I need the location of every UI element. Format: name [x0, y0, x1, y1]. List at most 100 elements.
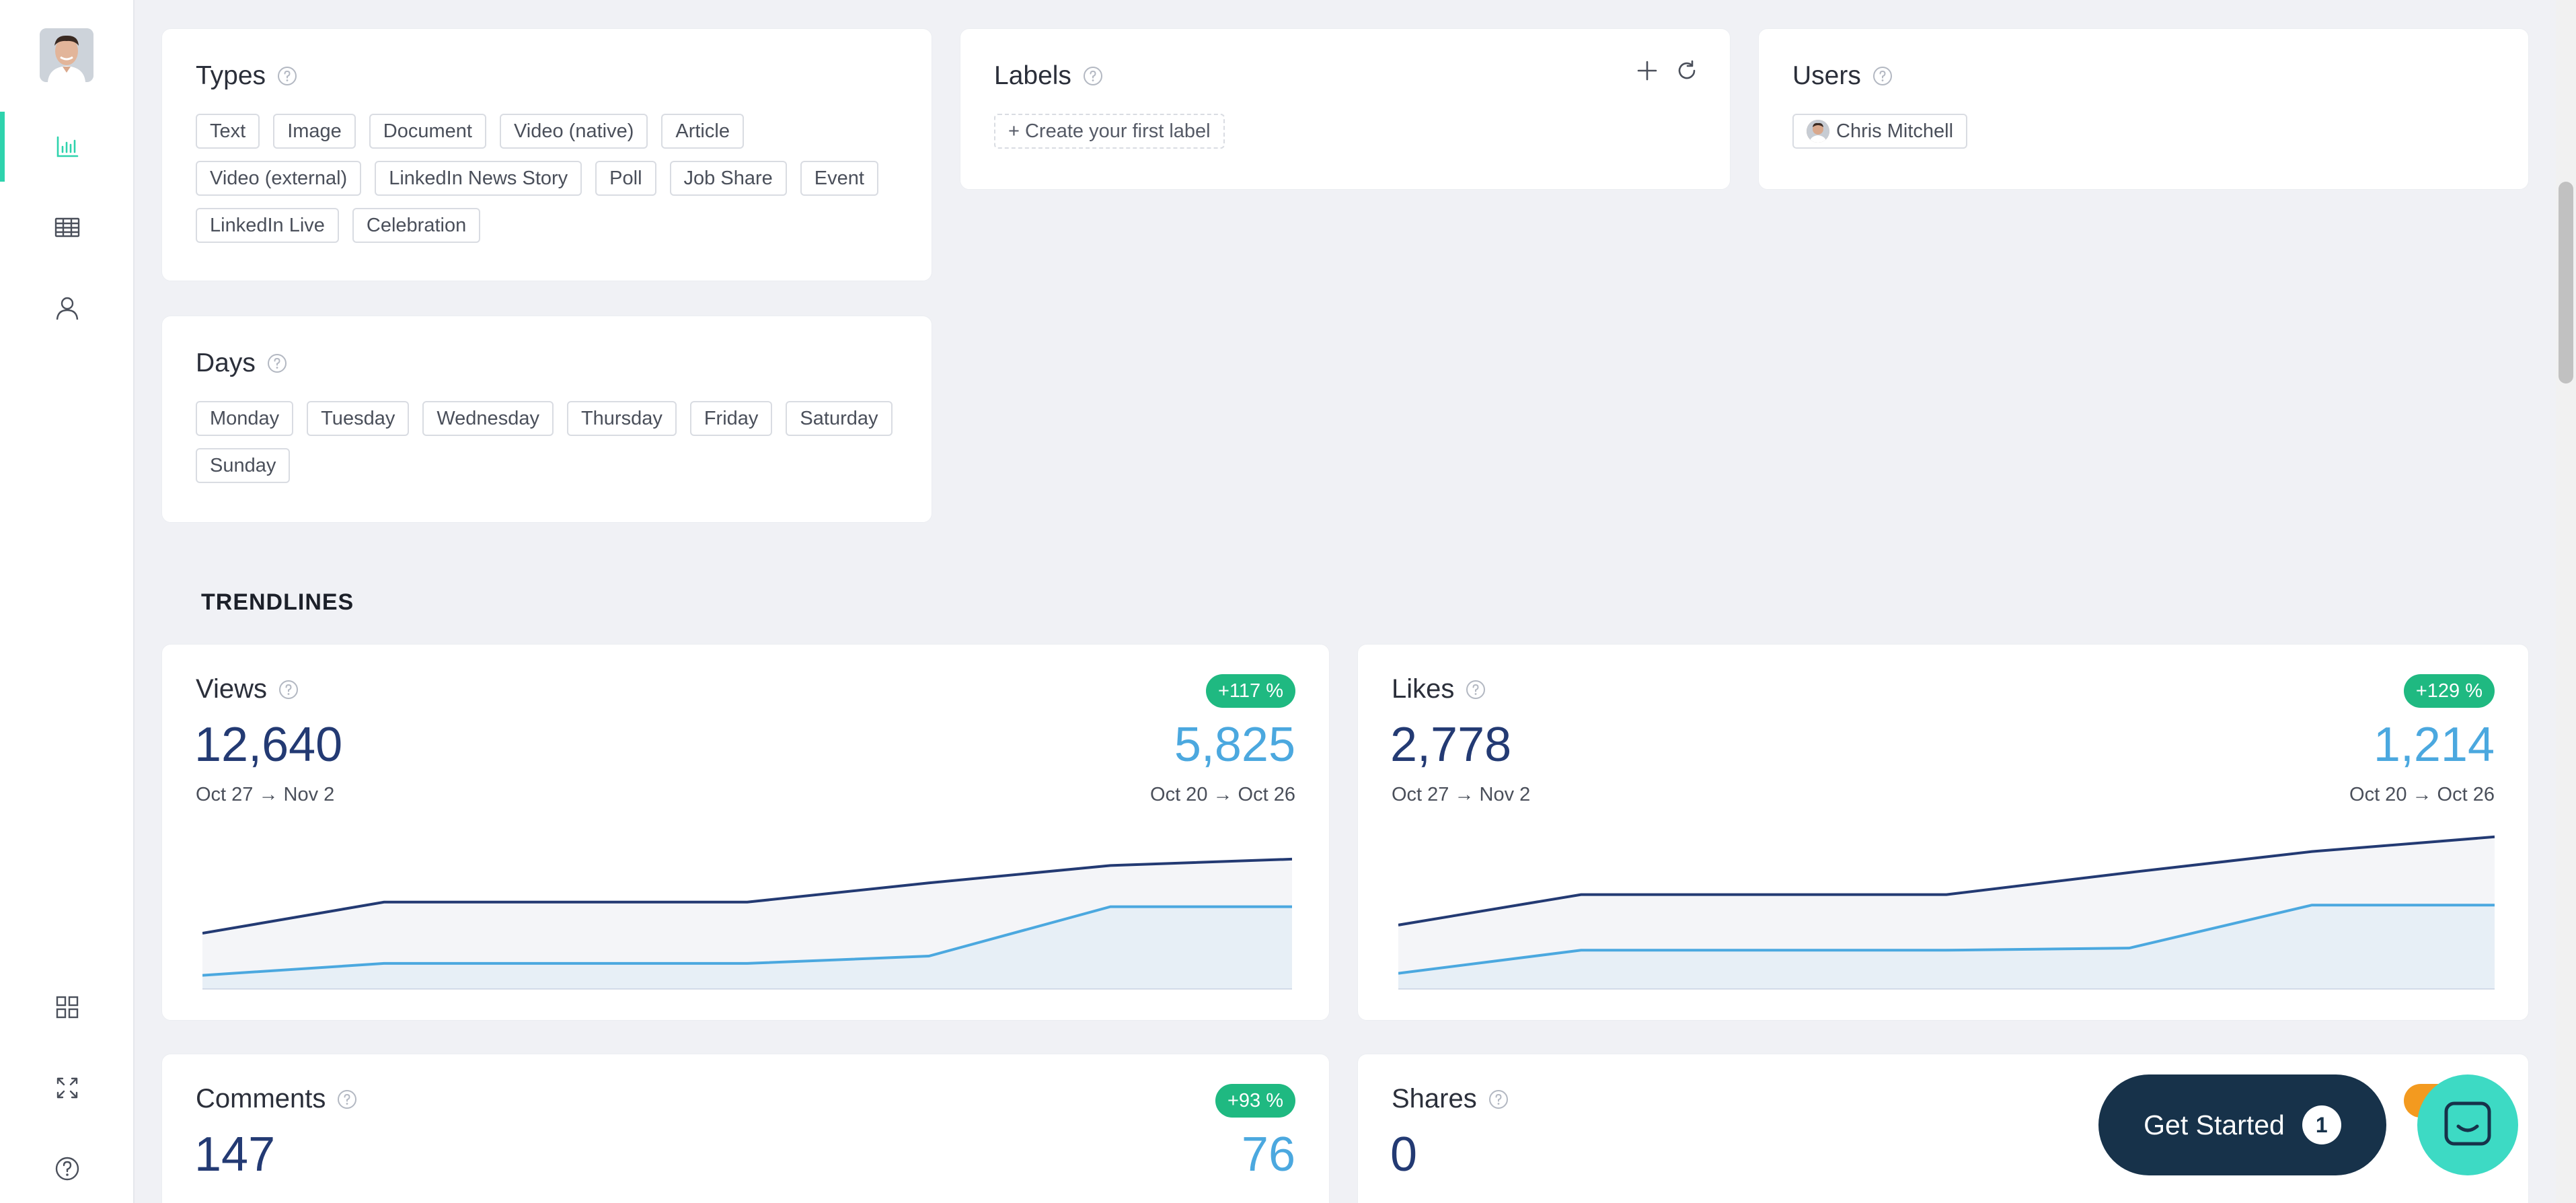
current-period-line — [202, 857, 1292, 935]
shares-current-value: 0 — [1390, 1128, 1418, 1181]
comments-title: Comments — [196, 1084, 358, 1114]
help-icon[interactable] — [1488, 1089, 1509, 1110]
labels-title-text: Labels — [994, 61, 1071, 90]
views-title: Views — [196, 674, 299, 704]
type-filter-tag[interactable]: LinkedIn News Story — [375, 161, 582, 196]
comments-change-badge: +93 % — [1215, 1084, 1295, 1118]
get-started-button[interactable]: Get Started 1 — [2098, 1074, 2386, 1175]
day-filter-tag[interactable]: Wednesday — [422, 401, 554, 436]
types-title-text: Types — [196, 61, 266, 90]
types-filter-card: Types Text Image Document Video (native) Art… — [161, 28, 932, 281]
scrollbar-thumb[interactable] — [2559, 182, 2573, 384]
user-icon — [56, 297, 79, 320]
views-trend-card: Views +117 % 12,640 5,825 Oct 27 → Nov 2… — [161, 644, 1330, 1021]
days-title-text: Days — [196, 349, 256, 377]
day-filter-tag[interactable]: Thursday — [566, 401, 677, 436]
previous-period-area — [202, 906, 1292, 989]
chat-launcher[interactable] — [2417, 1074, 2518, 1175]
comments-current-value: 147 — [194, 1128, 276, 1181]
comments-previous-value: 76 — [1241, 1128, 1295, 1181]
users-title-text: Users — [1792, 61, 1861, 90]
type-filter-tag[interactable]: Job Share — [669, 161, 787, 196]
user-tag[interactable]: Chris Mitchell — [1792, 114, 1968, 149]
likes-previous-value: 1,214 — [2373, 718, 2495, 772]
chat-icon — [2444, 1101, 2491, 1146]
type-filter-tag[interactable]: Text — [196, 114, 260, 149]
user-tag-label: Chris Mitchell — [1836, 120, 1954, 142]
views-change-badge: +117 % — [1205, 674, 1295, 708]
likes-trend-chart — [1398, 835, 2495, 990]
views-previous-range: Oct 20 → Oct 26 — [1150, 784, 1295, 805]
type-filter-tag[interactable]: Event — [800, 161, 878, 196]
type-filter-tag[interactable]: Video (external) — [196, 161, 362, 196]
labels-title: Labels — [994, 61, 1104, 91]
help-icon[interactable] — [276, 65, 298, 87]
comments-title-text: Comments — [196, 1084, 326, 1114]
views-previous-value: 5,825 — [1174, 718, 1295, 772]
types-title: Types — [196, 61, 298, 91]
sidebar — [0, 0, 135, 1203]
bar-chart-icon — [56, 136, 79, 157]
scrollbar-track[interactable] — [2556, 0, 2576, 1203]
help-icon[interactable] — [266, 353, 288, 374]
nav-profile[interactable] — [0, 273, 135, 343]
day-filter-tag[interactable]: Friday — [689, 401, 773, 436]
create-label-button[interactable]: + Create your first label — [994, 114, 1225, 149]
user-avatar — [1807, 120, 1829, 143]
help-icon[interactable] — [1082, 65, 1104, 87]
views-current-range: Oct 27 → Nov 2 — [196, 784, 335, 805]
types-tag-list: Text Image Document Video (native) Article Vi… — [196, 114, 905, 243]
type-filter-tag[interactable]: Poll — [595, 161, 656, 196]
type-filter-tag[interactable]: LinkedIn Live — [196, 208, 339, 243]
type-filter-tag[interactable]: Document — [369, 114, 486, 149]
shares-title-text: Shares — [1392, 1084, 1477, 1114]
nav-help[interactable] — [0, 1134, 135, 1203]
views-title-text: Views — [196, 674, 267, 704]
likes-trend-card: Likes +129 % 2,778 1,214 Oct 27 → Nov 2 … — [1357, 644, 2529, 1021]
type-filter-tag[interactable]: Video (native) — [499, 114, 648, 149]
nav-apps[interactable] — [0, 972, 135, 1042]
days-title: Days — [196, 349, 288, 378]
days-filter-card: Days Monday Tuesday Wednesday Thursday Frida… — [161, 316, 932, 523]
previous-period-line — [202, 905, 1292, 977]
day-filter-tag[interactable]: Tuesday — [307, 401, 410, 436]
get-started-label: Get Started — [2144, 1109, 2285, 1140]
day-filter-tag[interactable]: Saturday — [786, 401, 893, 436]
help-icon[interactable] — [1872, 65, 1893, 87]
grid-icon — [56, 996, 79, 1019]
day-filter-tag[interactable]: Monday — [196, 401, 294, 436]
day-filter-tag[interactable]: Sunday — [196, 448, 291, 483]
nav-analytics[interactable] — [0, 112, 135, 182]
current-period-line — [1398, 835, 2495, 926]
trendlines-heading: TRENDLINES — [201, 589, 354, 615]
labels-filter-card: Labels + Create your first label — [960, 28, 1731, 190]
profile-avatar[interactable] — [40, 28, 93, 82]
expand-icon — [56, 1077, 78, 1099]
nav-table[interactable] — [0, 192, 135, 262]
help-icon[interactable] — [336, 1089, 358, 1110]
likes-title-text: Likes — [1392, 674, 1455, 704]
users-title: Users — [1792, 61, 1893, 91]
type-filter-tag[interactable]: Celebration — [352, 208, 481, 243]
help-icon[interactable] — [278, 679, 299, 700]
labels-tag-list: + Create your first label — [994, 114, 1703, 149]
refresh-icon[interactable] — [1675, 59, 1699, 83]
users-tag-list: Chris Mitchell — [1792, 114, 2501, 149]
table-icon — [54, 217, 80, 238]
type-filter-tag[interactable]: Image — [273, 114, 356, 149]
current-period-area — [202, 859, 1292, 989]
previous-period-area — [1398, 905, 2495, 989]
help-circle-icon — [55, 1157, 79, 1181]
type-filter-tag[interactable]: Article — [661, 114, 744, 149]
views-trend-chart — [202, 857, 1292, 990]
plus-icon[interactable] — [1635, 59, 1659, 83]
previous-period-line — [1398, 904, 2495, 975]
help-icon[interactable] — [1465, 679, 1486, 700]
likes-current-range: Oct 27 → Nov 2 — [1392, 784, 1531, 805]
get-started-count-badge: 1 — [2302, 1105, 2341, 1144]
views-current-value: 12,640 — [194, 718, 343, 772]
users-filter-card: Users Chris Mitchell — [1758, 28, 2529, 190]
nav-fullscreen[interactable] — [0, 1053, 135, 1123]
days-tag-list: Monday Tuesday Wednesday Thursday Friday Satu… — [196, 401, 905, 483]
likes-title: Likes — [1392, 674, 1486, 704]
